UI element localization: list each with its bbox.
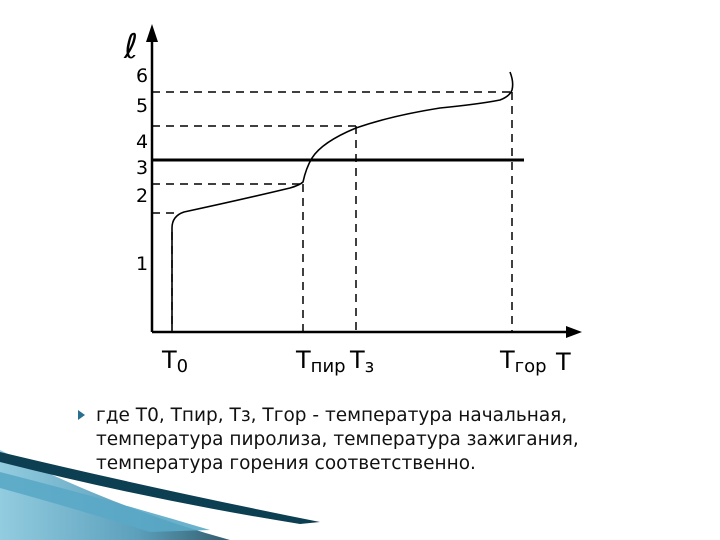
y-tick-5: 5 — [136, 95, 148, 117]
decorative-swoosh — [0, 450, 320, 540]
y-tick-6: 6 — [136, 65, 148, 87]
x-tick-tgor-sub: гор — [515, 356, 547, 377]
y-axis-label: ℓ — [123, 27, 138, 67]
x-axis-label: T — [555, 348, 571, 376]
x-tick-tz: Tз — [349, 346, 374, 377]
caption-text: где Т0, Тпир, Тз, Тгор - температура нач… — [96, 405, 579, 474]
x-tick-tz-sub: з — [365, 356, 375, 377]
x-tick-t0-main: T — [161, 346, 177, 374]
triangle-bullet-icon — [78, 410, 85, 420]
swoosh-band-mid — [0, 472, 210, 532]
swoosh-band-dark — [0, 452, 320, 524]
y-tick-4: 4 — [136, 131, 148, 153]
x-tick-tz-main: T — [349, 346, 365, 374]
x-tick-tpir-sub: пир — [311, 356, 346, 377]
x-tick-tpir: Tпир — [295, 346, 346, 377]
y-axis-arrow — [146, 24, 158, 42]
y-tick-2: 2 — [136, 185, 148, 207]
x-tick-t0: T0 — [161, 346, 188, 377]
x-tick-tgor: Tгор — [499, 346, 547, 377]
x-tick-tpir-main: T — [295, 346, 311, 374]
y-tick-1: 1 — [136, 253, 148, 275]
x-tick-tgor-main: T — [499, 346, 515, 374]
process-curve — [171, 71, 514, 330]
x-tick-t0-sub: 0 — [177, 356, 188, 377]
swoosh-band-light — [0, 450, 230, 540]
y-tick-3: 3 — [136, 157, 148, 179]
x-axis-arrow — [566, 326, 582, 338]
